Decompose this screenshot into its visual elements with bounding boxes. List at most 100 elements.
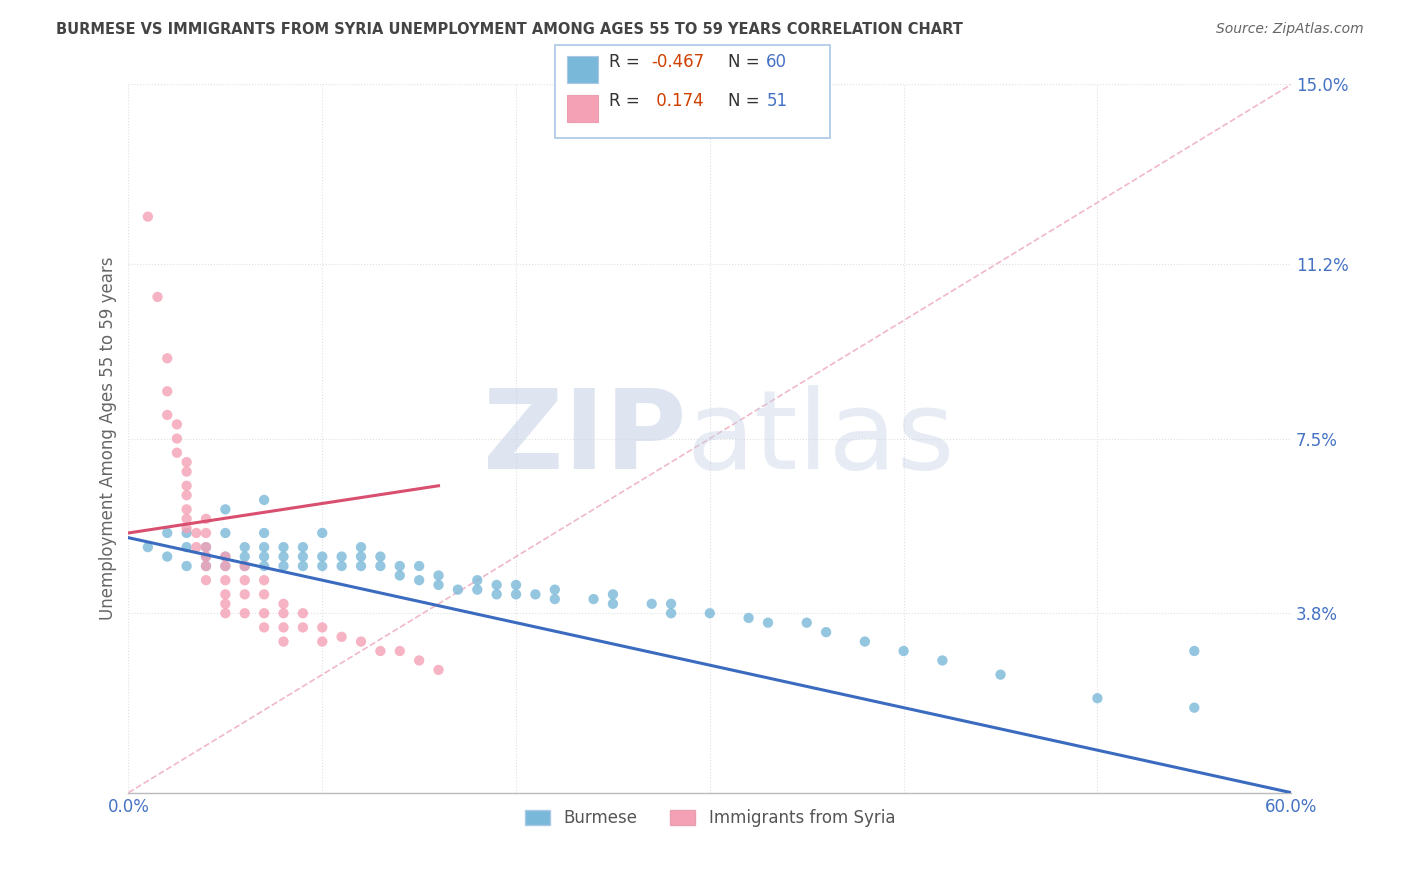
Point xyxy=(408,653,430,667)
Text: BURMESE VS IMMIGRANTS FROM SYRIA UNEMPLOYMENT AMONG AGES 55 TO 59 YEARS CORRELAT: BURMESE VS IMMIGRANTS FROM SYRIA UNEMPLO… xyxy=(56,22,963,37)
Point xyxy=(291,620,314,634)
Point xyxy=(408,559,430,574)
Text: atlas: atlas xyxy=(686,385,955,492)
Point xyxy=(990,667,1012,681)
Point xyxy=(582,592,605,607)
Point xyxy=(214,549,236,564)
Point xyxy=(408,573,430,587)
Legend: Burmese, Immigrants from Syria: Burmese, Immigrants from Syria xyxy=(517,803,901,834)
Point xyxy=(156,526,179,541)
Y-axis label: Unemployment Among Ages 55 to 59 years: Unemployment Among Ages 55 to 59 years xyxy=(100,257,117,620)
Point xyxy=(233,587,256,601)
Point xyxy=(505,587,527,601)
Point xyxy=(291,540,314,554)
Point xyxy=(273,606,295,620)
Text: 0.174: 0.174 xyxy=(651,92,703,110)
Point xyxy=(253,573,276,587)
Point xyxy=(214,587,236,601)
Point xyxy=(166,446,188,460)
Point xyxy=(388,559,411,574)
Point xyxy=(214,573,236,587)
Point xyxy=(195,573,218,587)
Text: R =: R = xyxy=(609,53,645,70)
Point xyxy=(427,568,450,582)
Point xyxy=(602,597,624,611)
Point xyxy=(176,502,198,516)
Point xyxy=(659,597,682,611)
Point xyxy=(176,479,198,493)
Point xyxy=(350,559,373,574)
Point xyxy=(388,568,411,582)
Point xyxy=(524,587,547,601)
Point xyxy=(485,578,508,592)
Point xyxy=(195,540,218,554)
Point xyxy=(253,587,276,601)
Point xyxy=(1182,644,1205,658)
Text: R =: R = xyxy=(609,92,645,110)
Point xyxy=(136,540,159,554)
Text: Source: ZipAtlas.com: Source: ZipAtlas.com xyxy=(1216,22,1364,37)
Point xyxy=(253,492,276,507)
Point xyxy=(273,634,295,648)
Point xyxy=(291,559,314,574)
Point xyxy=(214,597,236,611)
Text: 60: 60 xyxy=(766,53,787,70)
Point xyxy=(756,615,779,630)
Point xyxy=(1182,700,1205,714)
Point xyxy=(544,582,567,597)
Text: 51: 51 xyxy=(766,92,787,110)
Point xyxy=(156,351,179,366)
Point xyxy=(176,512,198,526)
Point xyxy=(853,634,876,648)
Point xyxy=(176,465,198,479)
Point xyxy=(176,455,198,469)
Point xyxy=(166,417,188,432)
Point xyxy=(641,597,664,611)
Point xyxy=(253,549,276,564)
Point xyxy=(166,432,188,446)
Point xyxy=(195,526,218,541)
Point xyxy=(253,620,276,634)
Point xyxy=(485,587,508,601)
Point xyxy=(427,663,450,677)
Point xyxy=(176,559,198,574)
Point xyxy=(186,540,208,554)
Point xyxy=(291,549,314,564)
Point xyxy=(233,549,256,564)
Point xyxy=(350,549,373,564)
Point xyxy=(311,549,333,564)
Point xyxy=(214,559,236,574)
Point xyxy=(253,526,276,541)
Point xyxy=(737,611,759,625)
Point xyxy=(796,615,818,630)
Point xyxy=(273,620,295,634)
Point xyxy=(214,559,236,574)
Point xyxy=(311,559,333,574)
Point xyxy=(233,573,256,587)
Point xyxy=(273,549,295,564)
Point xyxy=(233,540,256,554)
Point xyxy=(311,634,333,648)
Point xyxy=(291,606,314,620)
Text: N =: N = xyxy=(728,92,765,110)
Text: N =: N = xyxy=(728,53,765,70)
Point xyxy=(311,526,333,541)
Point xyxy=(233,559,256,574)
Text: -0.467: -0.467 xyxy=(651,53,704,70)
Point xyxy=(156,408,179,422)
Point xyxy=(388,644,411,658)
Point xyxy=(602,587,624,601)
Point xyxy=(893,644,915,658)
Point xyxy=(176,488,198,502)
Point xyxy=(815,625,838,640)
Point xyxy=(233,606,256,620)
Point xyxy=(176,540,198,554)
Point xyxy=(370,549,392,564)
Point xyxy=(156,549,179,564)
Point xyxy=(156,384,179,399)
Point xyxy=(186,526,208,541)
Point xyxy=(544,592,567,607)
Point xyxy=(350,540,373,554)
Point xyxy=(330,630,353,644)
Point xyxy=(253,606,276,620)
